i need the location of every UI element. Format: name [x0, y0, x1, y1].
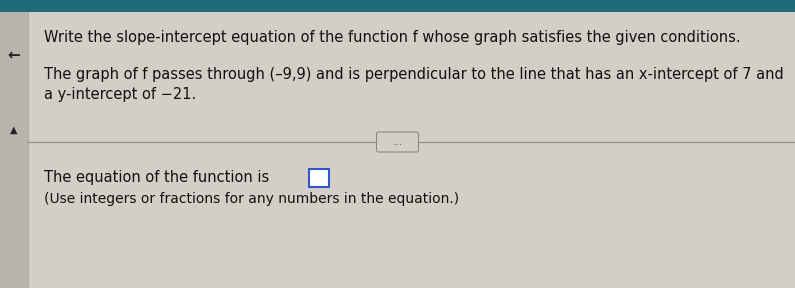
Text: ▲: ▲	[10, 125, 17, 135]
Text: a y-intercept of −21.: a y-intercept of −21.	[44, 87, 196, 102]
FancyBboxPatch shape	[377, 132, 418, 152]
Bar	[0, 12, 28, 288]
Text: (Use integers or fractions for any numbers in the equation.): (Use integers or fractions for any numbe…	[44, 192, 460, 206]
Bar	[309, 169, 329, 187]
Text: The equation of the function is: The equation of the function is	[44, 170, 270, 185]
Text: Write the slope-intercept equation of the function f whose graph satisfies the g: Write the slope-intercept equation of th…	[44, 30, 741, 45]
Text: ...: ...	[393, 137, 402, 147]
Text: ←: ←	[8, 48, 21, 62]
Text: The graph of f passes through (–9,9) and is perpendicular to the line that has a: The graph of f passes through (–9,9) and…	[44, 67, 784, 82]
Bar	[0, 0, 795, 12]
